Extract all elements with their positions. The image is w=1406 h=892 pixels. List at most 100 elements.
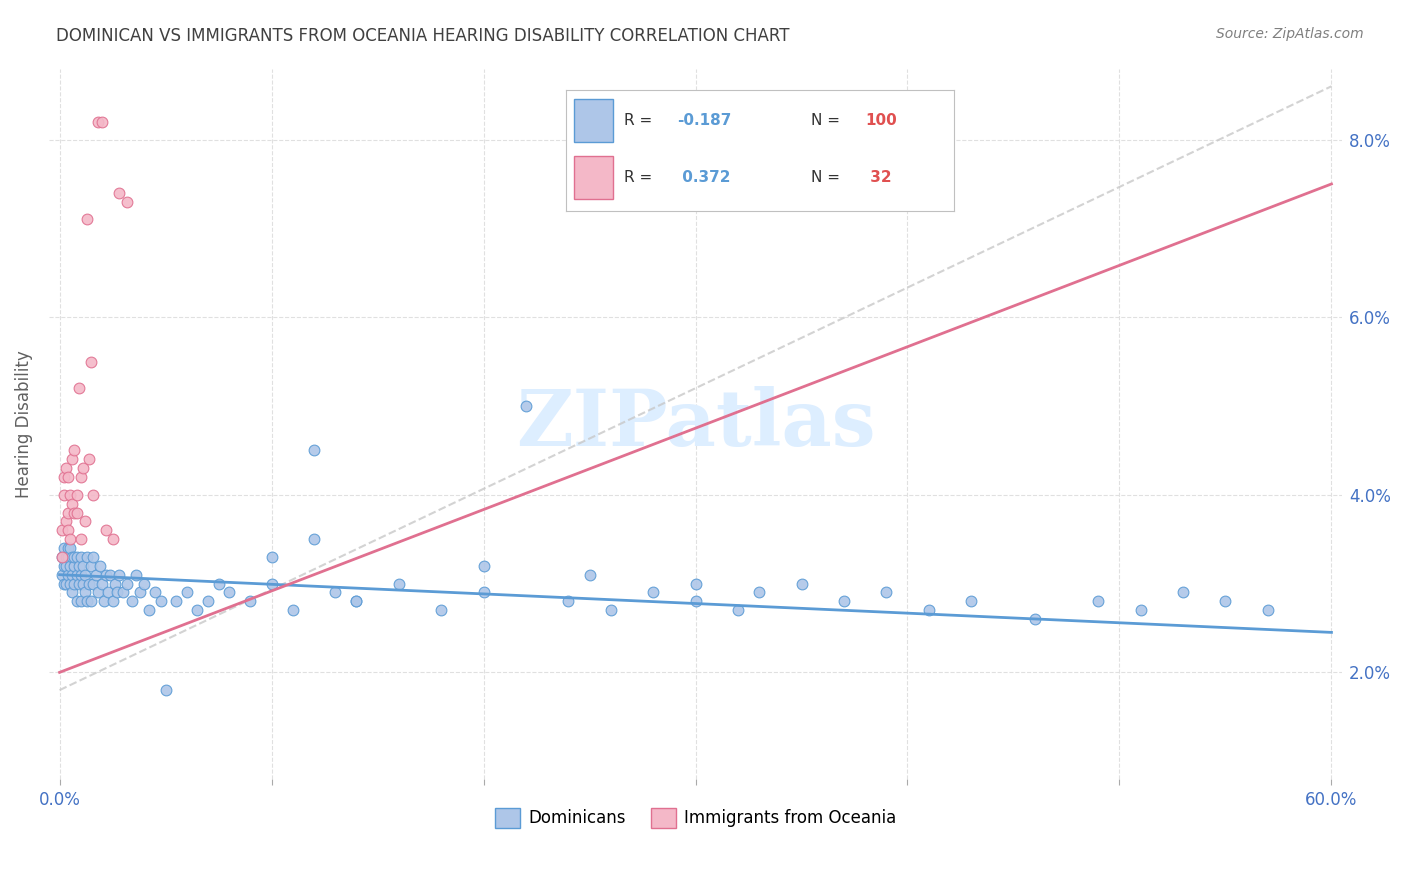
Point	[388, 576, 411, 591]
Point	[59, 488, 82, 502]
Point	[281, 603, 304, 617]
Point	[52, 488, 75, 502]
Point	[101, 594, 124, 608]
Point	[60, 497, 83, 511]
Text: Source: ZipAtlas.com: Source: ZipAtlas.com	[1216, 27, 1364, 41]
Point	[59, 576, 82, 591]
Text: DOMINICAN VS IMMIGRANTS FROM OCEANIA HEARING DISABILITY CORRELATION CHART: DOMINICAN VS IMMIGRANTS FROM OCEANIA HEA…	[56, 27, 790, 45]
Point	[97, 585, 120, 599]
Point	[748, 585, 770, 599]
Point	[69, 594, 91, 608]
Point	[832, 594, 855, 608]
Point	[138, 603, 160, 617]
Point	[91, 576, 114, 591]
Point	[69, 470, 91, 484]
Point	[80, 558, 103, 573]
Point	[51, 567, 73, 582]
Point	[60, 585, 83, 599]
Point	[302, 532, 325, 546]
Point	[82, 549, 104, 564]
Point	[918, 603, 941, 617]
Point	[89, 558, 111, 573]
Point	[59, 532, 82, 546]
Point	[67, 558, 90, 573]
Point	[82, 576, 104, 591]
Point	[1087, 594, 1109, 608]
Point	[55, 515, 77, 529]
Text: ZIPatlas: ZIPatlas	[516, 385, 876, 462]
Point	[84, 567, 107, 582]
Point	[69, 567, 91, 582]
Point	[55, 558, 77, 573]
Point	[52, 558, 75, 573]
Point	[685, 594, 707, 608]
Point	[515, 399, 537, 413]
Point	[125, 567, 148, 582]
Point	[105, 585, 128, 599]
Point	[430, 603, 453, 617]
Point	[91, 115, 114, 129]
Point	[685, 576, 707, 591]
Point	[76, 549, 98, 564]
Point	[790, 576, 813, 591]
Point	[599, 603, 621, 617]
Point	[472, 585, 495, 599]
Point	[77, 452, 100, 467]
Y-axis label: Hearing Disability: Hearing Disability	[15, 350, 32, 498]
Point	[134, 576, 156, 591]
Point	[121, 594, 143, 608]
Point	[55, 461, 77, 475]
Point	[56, 470, 79, 484]
Point	[67, 576, 90, 591]
Point	[100, 567, 122, 582]
Point	[302, 443, 325, 458]
Point	[104, 576, 127, 591]
Point	[80, 354, 103, 368]
Point	[69, 549, 91, 564]
Point	[93, 594, 115, 608]
Point	[72, 558, 94, 573]
Point	[60, 549, 83, 564]
Point	[51, 523, 73, 537]
Point	[143, 585, 166, 599]
Point	[1171, 585, 1194, 599]
Point	[1024, 612, 1046, 626]
Point	[55, 549, 77, 564]
Point	[643, 585, 665, 599]
Point	[59, 558, 82, 573]
Point	[76, 212, 98, 227]
Point	[72, 461, 94, 475]
Point	[108, 567, 131, 582]
Point	[112, 585, 135, 599]
Point	[186, 603, 208, 617]
Point	[344, 594, 367, 608]
Point	[96, 523, 118, 537]
Point	[87, 585, 110, 599]
Point	[260, 576, 283, 591]
Point	[63, 549, 86, 564]
Point	[1257, 603, 1279, 617]
Point	[60, 452, 83, 467]
Point	[60, 567, 83, 582]
Point	[55, 576, 77, 591]
Point	[80, 594, 103, 608]
Point	[63, 443, 86, 458]
Point	[1215, 594, 1237, 608]
Point	[87, 115, 110, 129]
Point	[63, 576, 86, 591]
Point	[960, 594, 983, 608]
Point	[56, 506, 79, 520]
Point	[165, 594, 187, 608]
Point	[52, 470, 75, 484]
Point	[117, 576, 139, 591]
Point	[875, 585, 897, 599]
Point	[73, 585, 96, 599]
Point	[56, 567, 79, 582]
Point	[56, 549, 79, 564]
Point	[117, 194, 139, 209]
Point	[96, 567, 118, 582]
Point	[65, 567, 87, 582]
Point	[73, 567, 96, 582]
Point	[52, 541, 75, 555]
Point	[51, 549, 73, 564]
